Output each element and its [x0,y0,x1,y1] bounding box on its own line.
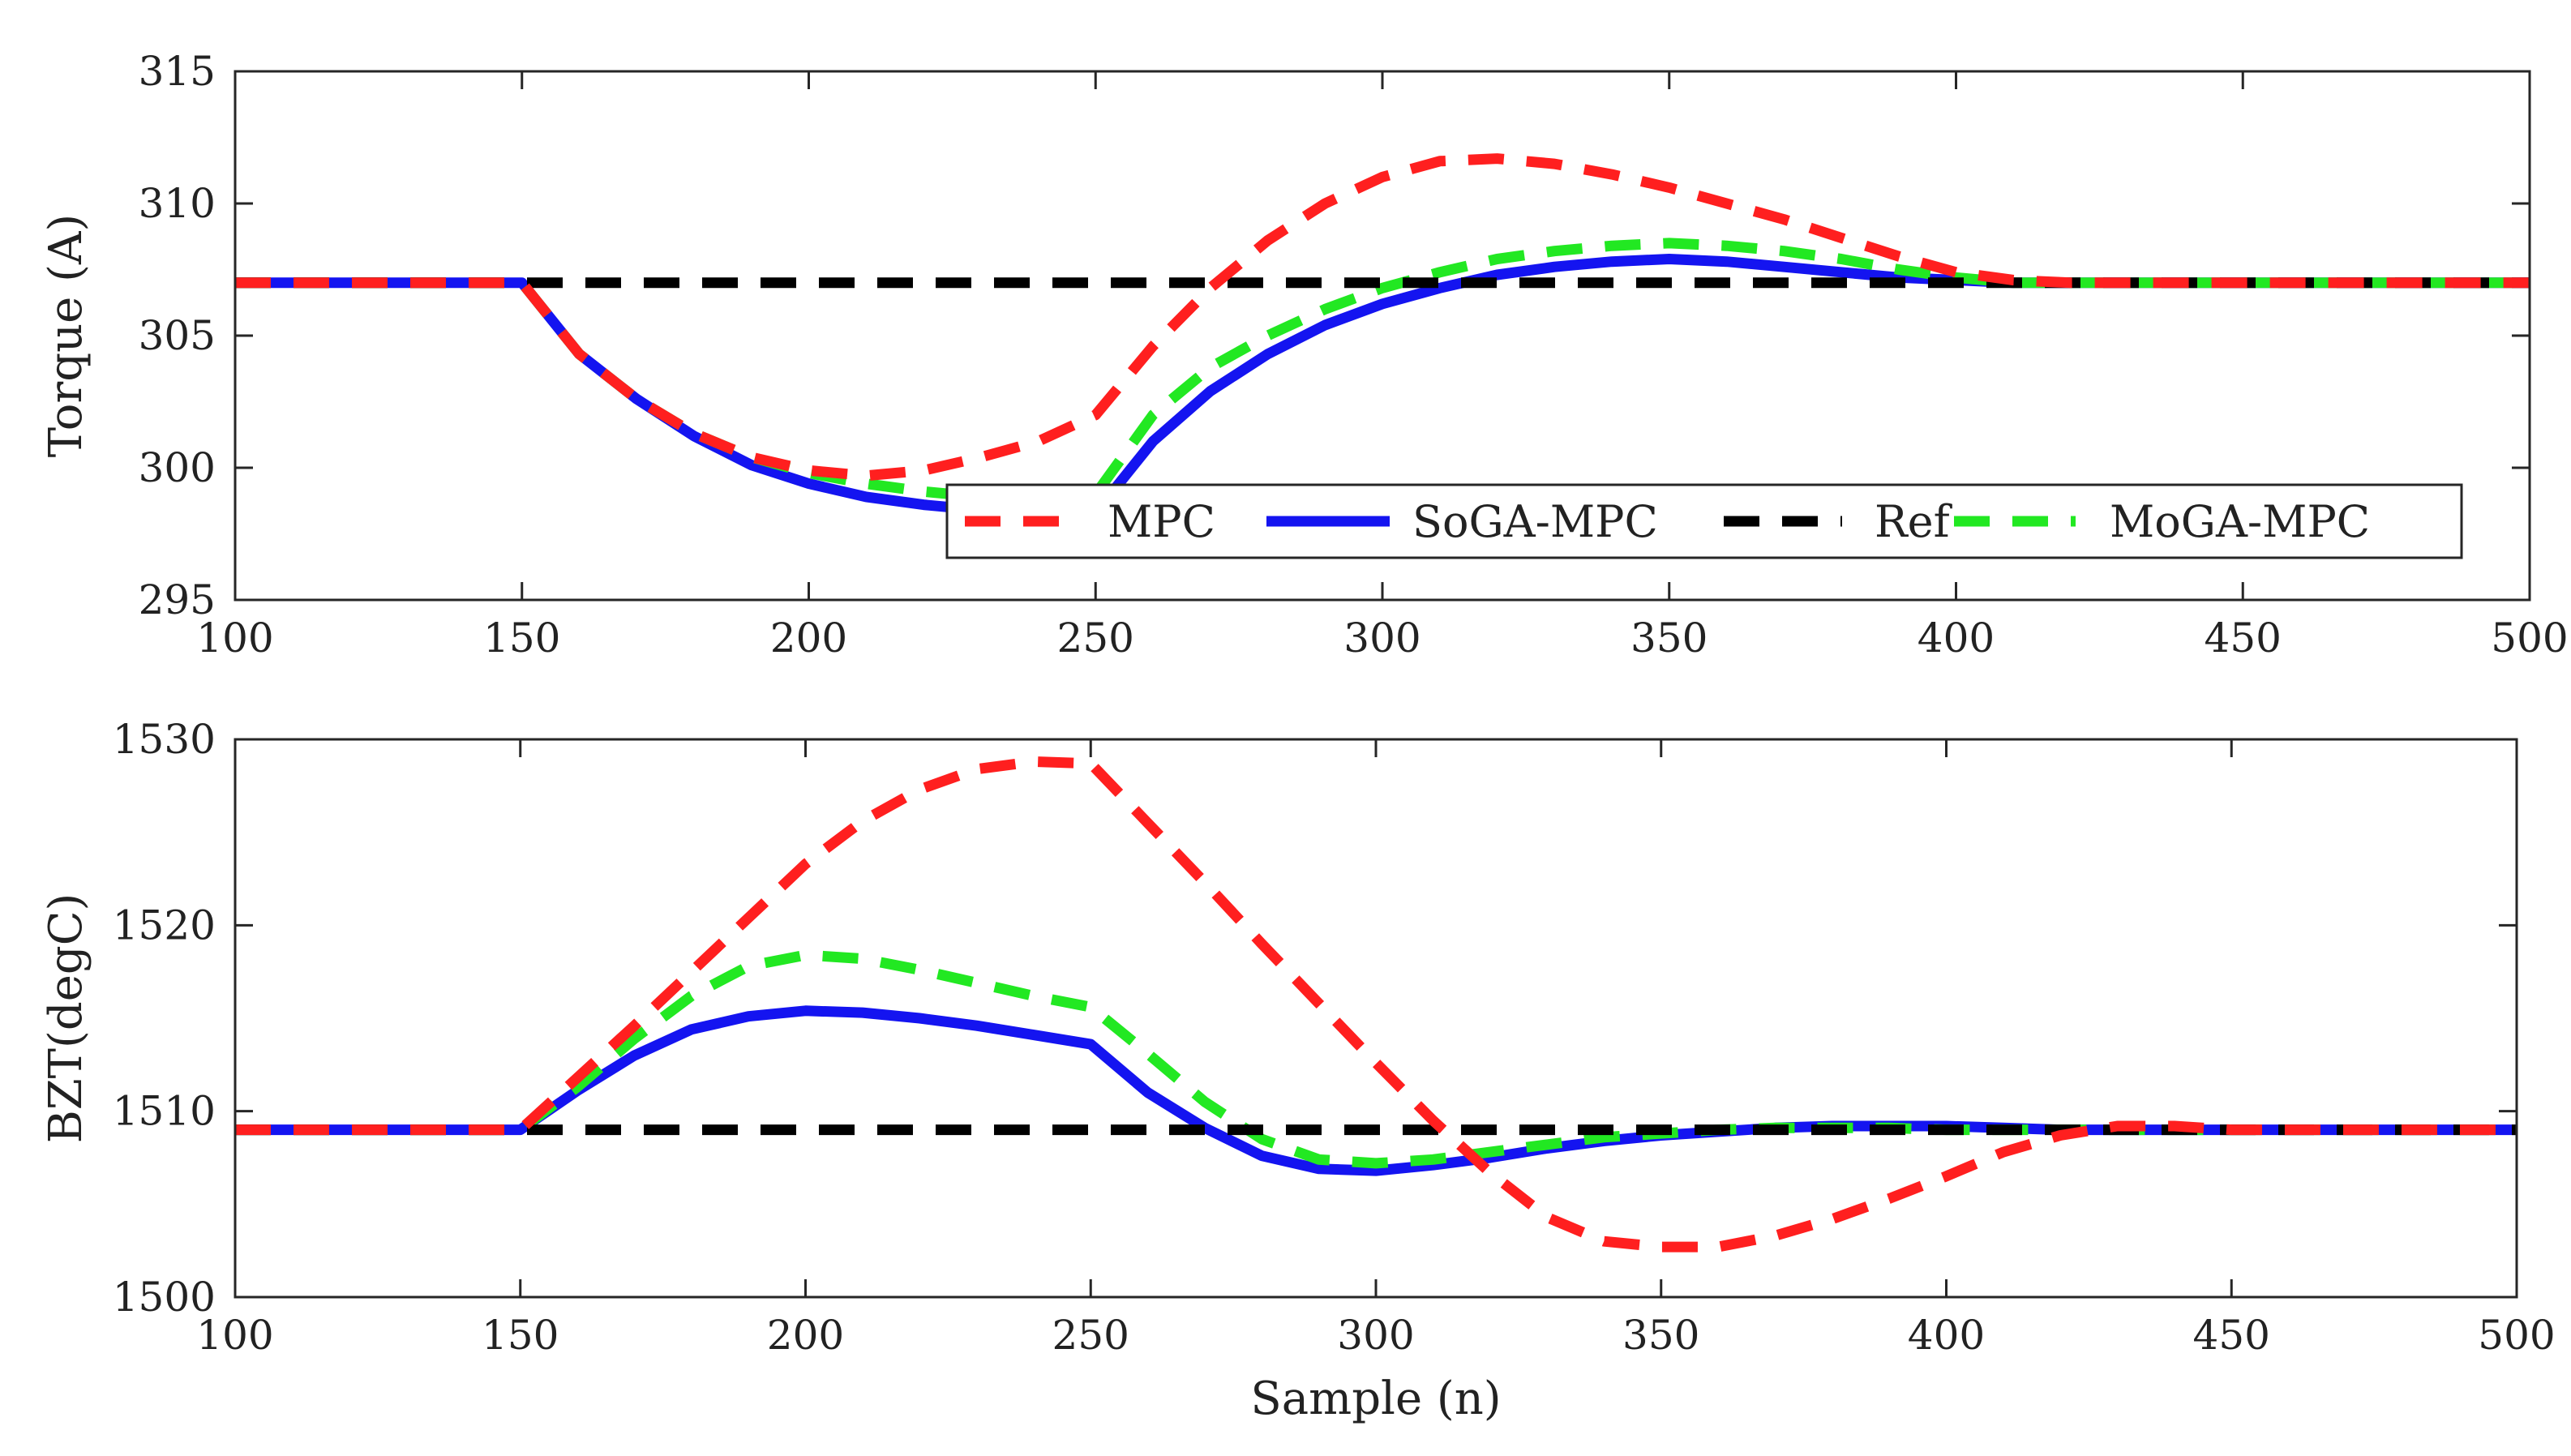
bzt-x-tick-label: 250 [1052,1312,1129,1359]
torque-y-tick-label: 315 [139,48,216,95]
bzt-moga-mpc-line [235,949,2517,1169]
torque-x-tick-label: 300 [1343,615,1420,662]
legend-layer: MPC SoGA-MPC Ref MoGA-MPC [945,483,2463,559]
legend-label-moga-mpc: MoGA-MPC [2110,496,2370,547]
bzt-x-tick-label: 300 [1337,1312,1414,1359]
torque-y-tick-label: 310 [139,180,216,227]
legend-label-mpc: MPC [1108,496,1215,547]
torque-subplot: MPC SoGA-MPC Ref MoGA-MPC 100 150 200 250 300 35… [40,48,2569,662]
bzt-ticks: 100 150 200 250 300 350 400 450 500 1500 1510 1520 1… [113,716,2556,1359]
torque-y-tick-label: 295 [139,576,216,623]
bzt-x-tick-label: 150 [482,1312,559,1359]
torque-x-tick-label: 150 [483,615,560,662]
torque-x-tick-label: 250 [1057,615,1134,662]
bzt-x-tick-label: 450 [2193,1312,2270,1359]
torque-x-tick-label: 500 [2491,615,2568,662]
bzt-x-tick-label: 350 [1622,1312,1699,1359]
torque-y-tick-label: 305 [139,312,216,359]
bzt-y-tick-label: 1500 [113,1274,216,1321]
legend-label-soga-mpc: SoGA-MPC [1412,496,1658,547]
bzt-y-axis-label: BZT(degC) [40,893,92,1144]
torque-soga-mpc-line [235,254,2530,518]
torque-mpc-line [235,153,2530,482]
bzt-y-tick-label: 1530 [113,716,216,763]
torque-x-tick-label: 400 [1918,615,1995,662]
bzt-soga-mpc-line [235,1005,2517,1176]
torque-x-tick-label: 450 [2205,615,2282,662]
bzt-subplot: 100 150 200 250 300 350 400 450 500 1500 1510 1520 1… [40,716,2556,1425]
torque-x-tick-label: 350 [1630,615,1708,662]
bzt-series-lines [235,756,2517,1253]
torque-series-lines [235,153,2530,518]
bzt-x-tick-label: 200 [767,1312,844,1359]
x-axis-label: Sample (n) [1250,1372,1501,1425]
bzt-x-tick-label: 400 [1908,1312,1985,1359]
bzt-y-tick-label: 1510 [113,1088,216,1135]
torque-ticks: 100 150 200 250 300 350 400 450 500 295 300 305 310 3… [139,48,2569,662]
torque-y-tick-label: 300 [139,444,216,491]
bzt-y-tick-label: 1520 [113,901,216,949]
bzt-x-tick-label: 500 [2478,1312,2555,1359]
legend-label-ref: Ref [1875,496,1953,547]
bzt-x-tick-label: 100 [196,1312,273,1359]
bzt-axes-frame [234,738,2518,1299]
torque-x-tick-label: 200 [770,615,847,662]
torque-y-axis-label: Torque (A) [40,214,92,457]
legend-box [945,483,2463,559]
torque-x-tick-label: 100 [196,615,273,662]
